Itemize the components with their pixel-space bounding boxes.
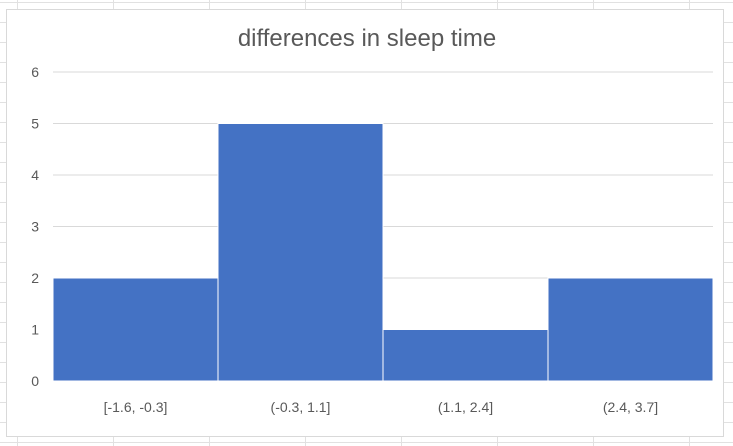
y-axis-tick-labels: 0 1 2 3 4 5 6 [31, 64, 39, 389]
y-tick-label: 2 [31, 270, 39, 286]
x-tick-label: (-0.3, 1.1] [271, 399, 331, 415]
bar [382, 329, 549, 382]
x-tick-label: (1.1, 2.4] [438, 399, 493, 415]
x-tick-label: (2.4, 3.7] [603, 399, 658, 415]
y-tick-label: 0 [31, 373, 39, 389]
y-tick-label: 5 [31, 116, 39, 132]
y-tick-label: 3 [31, 219, 39, 235]
y-tick-label: 6 [31, 64, 39, 80]
y-tick-label: 4 [31, 167, 39, 183]
x-tick-label: [-1.6, -0.3] [104, 399, 168, 415]
bar [52, 277, 219, 382]
x-axis-tick-labels: [-1.6, -0.3] (-0.3, 1.1] (1.1, 2.4] (2.4, 3… [104, 399, 659, 415]
chart-title: differences in sleep time [238, 25, 496, 52]
bar [217, 123, 384, 382]
histogram-chart: differences in sleep time 0 1 2 3 4 5 6 [-1.6,… [31, 25, 714, 415]
bar [547, 277, 714, 382]
bars [52, 123, 714, 382]
chart-area[interactable]: differences in sleep time 0 1 2 3 4 5 6 [-1.6,… [6, 9, 724, 437]
y-tick-label: 1 [31, 322, 39, 338]
